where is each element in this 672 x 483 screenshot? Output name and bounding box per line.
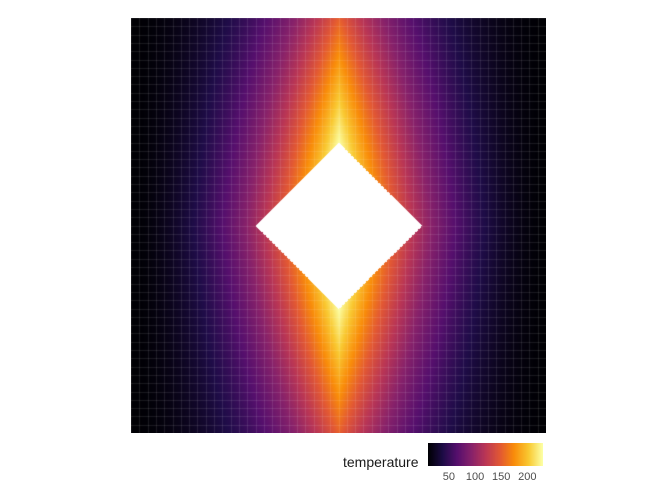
colorbar-tick-mark	[501, 466, 503, 469]
color-legend: temperature 50 100 150 200	[343, 441, 553, 483]
colorbar-tick-label: 50	[442, 471, 456, 483]
colorbar	[428, 443, 543, 466]
heatmap-plot	[131, 18, 546, 433]
colorbar-tick-mark	[448, 466, 450, 469]
legend-title: temperature	[343, 454, 419, 470]
colorbar-tick-label: 100	[465, 471, 485, 483]
colorbar-tick-mark	[475, 466, 477, 469]
colorbar-tick-label: 200	[518, 471, 537, 483]
colorbar-tick-mark	[527, 466, 529, 469]
colorbar-tick-label: 150	[491, 471, 511, 483]
heatmap-canvas	[131, 18, 546, 433]
